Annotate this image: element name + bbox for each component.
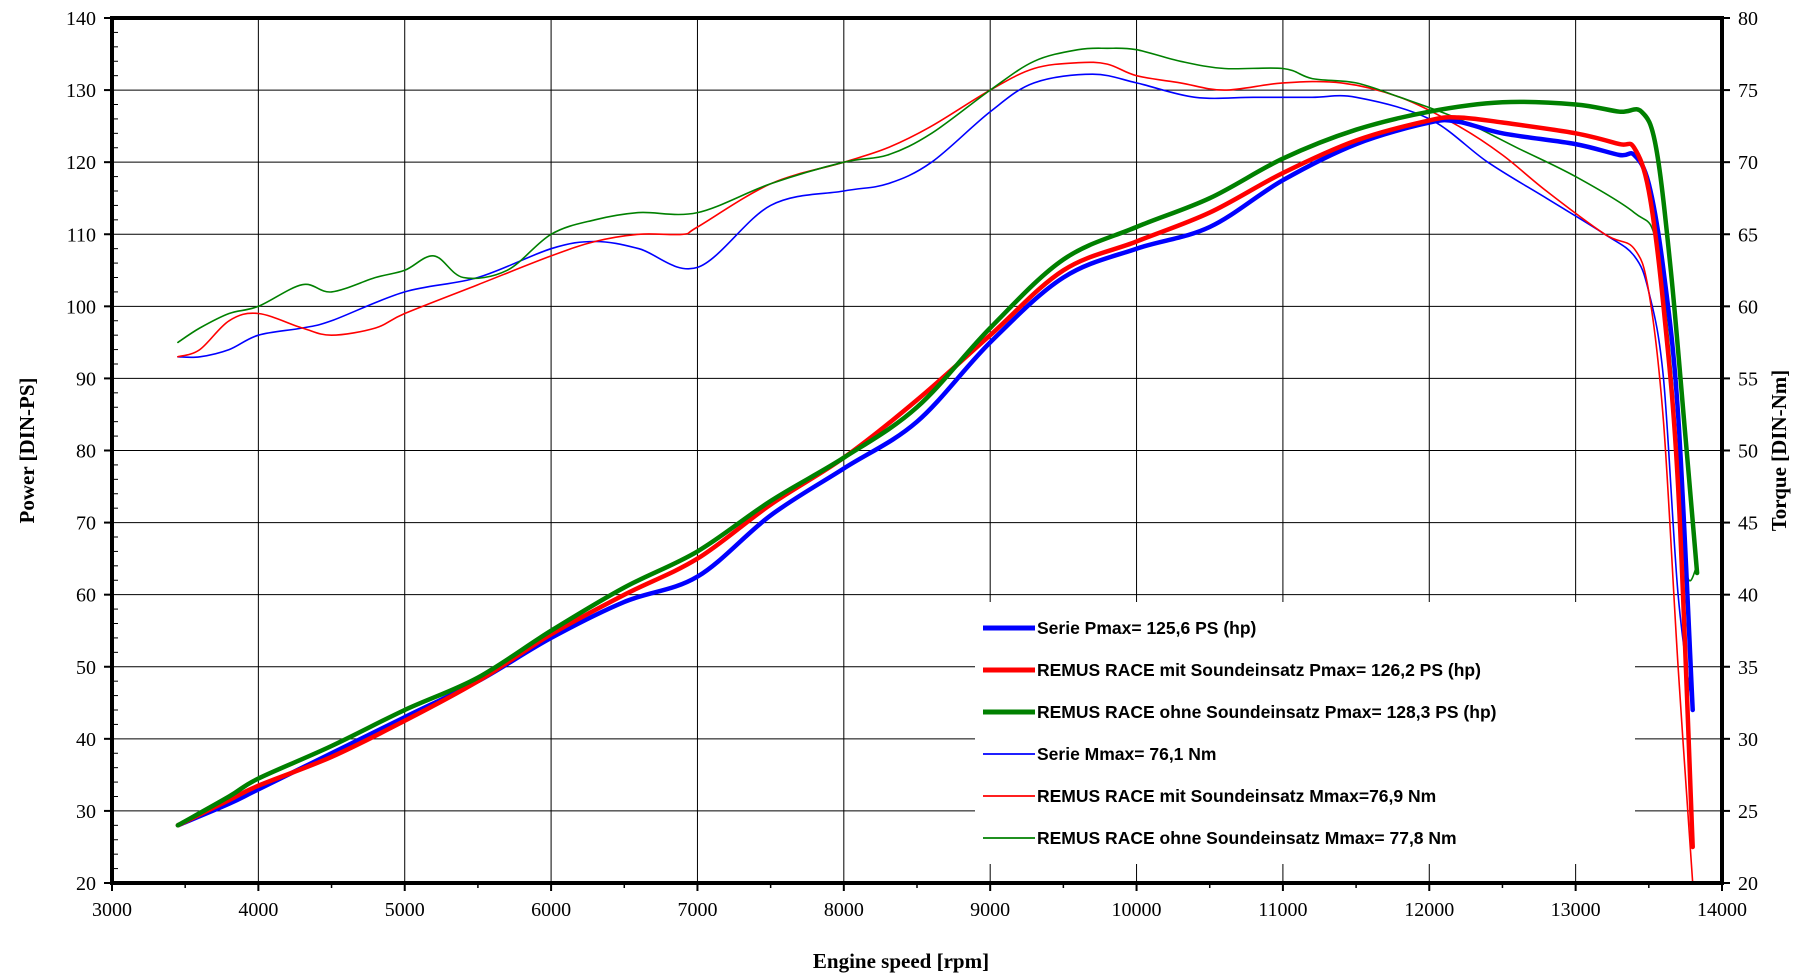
y-tick-label: 120 — [66, 152, 96, 174]
y-tick-label: 50 — [76, 657, 96, 679]
legend-label-1: Serie Pmax= 125,6 PS (hp) — [1037, 618, 1256, 638]
series-line-5 — [177, 61, 1694, 884]
y2-tick-label: 20 — [1738, 873, 1758, 895]
y2-tick-label: 60 — [1738, 296, 1758, 318]
y-tick-label: 30 — [76, 801, 96, 823]
series-line-4 — [177, 73, 1694, 711]
legend-label-2: REMUS RACE mit Soundeinsatz Pmax= 126,2 … — [1037, 660, 1481, 680]
axis-labels: 3000 4000 5000 6000 7000 8000 9000 10000 11000 12… — [15, 8, 1791, 973]
y-tick-label: 100 — [66, 296, 96, 318]
legend-label-6: REMUS RACE ohne Soundeinsatz Mmax= 77,8 … — [1037, 828, 1457, 848]
y2-tick-label: 30 — [1738, 729, 1758, 751]
x-tick-label: 12000 — [1404, 899, 1454, 921]
series-line-2 — [175, 114, 1695, 850]
y2-tick-label: 75 — [1738, 80, 1758, 102]
y-tick-label: 40 — [76, 729, 96, 751]
y2-tick-label: 45 — [1738, 513, 1758, 535]
x-tick-label: 8000 — [824, 899, 864, 921]
legend-box — [975, 602, 1635, 864]
y-tick-label: 130 — [66, 80, 96, 102]
y2-tick-label: 55 — [1738, 368, 1758, 390]
x-tick-label: 9000 — [970, 899, 1010, 921]
legend: Serie Pmax= 125,6 PS (hp) REMUS RACE mit … — [983, 618, 1496, 848]
y2-tick-label: 70 — [1738, 152, 1758, 174]
x-tick-label: 3000 — [92, 899, 132, 921]
y2-tick-label: 40 — [1738, 585, 1758, 607]
y2-tick-label: 65 — [1738, 224, 1758, 246]
x-tick-label: 4000 — [238, 899, 278, 921]
y2-axis-title: Torque [DIN-Nm] — [1767, 370, 1791, 532]
y-axis-title: Power [DIN-PS] — [15, 378, 39, 524]
y-tick-label: 90 — [76, 368, 96, 390]
x-axis-title: Engine speed [rpm] — [813, 949, 989, 973]
y-tick-label: 140 — [66, 8, 96, 30]
axis-ticks — [104, 17, 1730, 891]
x-tick-label: 11000 — [1258, 899, 1307, 921]
y-tick-label: 20 — [76, 873, 96, 895]
legend-label-5: REMUS RACE mit Soundeinsatz Mmax=76,9 Nm — [1037, 786, 1436, 806]
legend-label-4: Serie Mmax= 76,1 Nm — [1037, 744, 1216, 764]
series-line-6 — [177, 47, 1698, 582]
y-tick-label: 70 — [76, 513, 96, 535]
x-tick-label: 7000 — [677, 899, 717, 921]
x-tick-label: 5000 — [385, 899, 425, 921]
x-tick-label: 14000 — [1697, 899, 1747, 921]
legend-label-3: REMUS RACE ohne Soundeinsatz Pmax= 128,3… — [1037, 702, 1496, 722]
y-tick-label: 60 — [76, 585, 96, 607]
y2-tick-label: 80 — [1738, 8, 1758, 30]
y2-tick-label: 35 — [1738, 657, 1758, 679]
data-curves — [175, 47, 1700, 884]
x-tick-label: 10000 — [1112, 899, 1162, 921]
y2-tick-label: 50 — [1738, 441, 1758, 463]
x-tick-label: 6000 — [531, 899, 571, 921]
x-tick-label: 13000 — [1551, 899, 1601, 921]
y-tick-label: 110 — [67, 224, 96, 246]
y2-tick-label: 25 — [1738, 801, 1758, 823]
y-tick-label: 80 — [76, 441, 96, 463]
series-line-3 — [175, 99, 1700, 828]
